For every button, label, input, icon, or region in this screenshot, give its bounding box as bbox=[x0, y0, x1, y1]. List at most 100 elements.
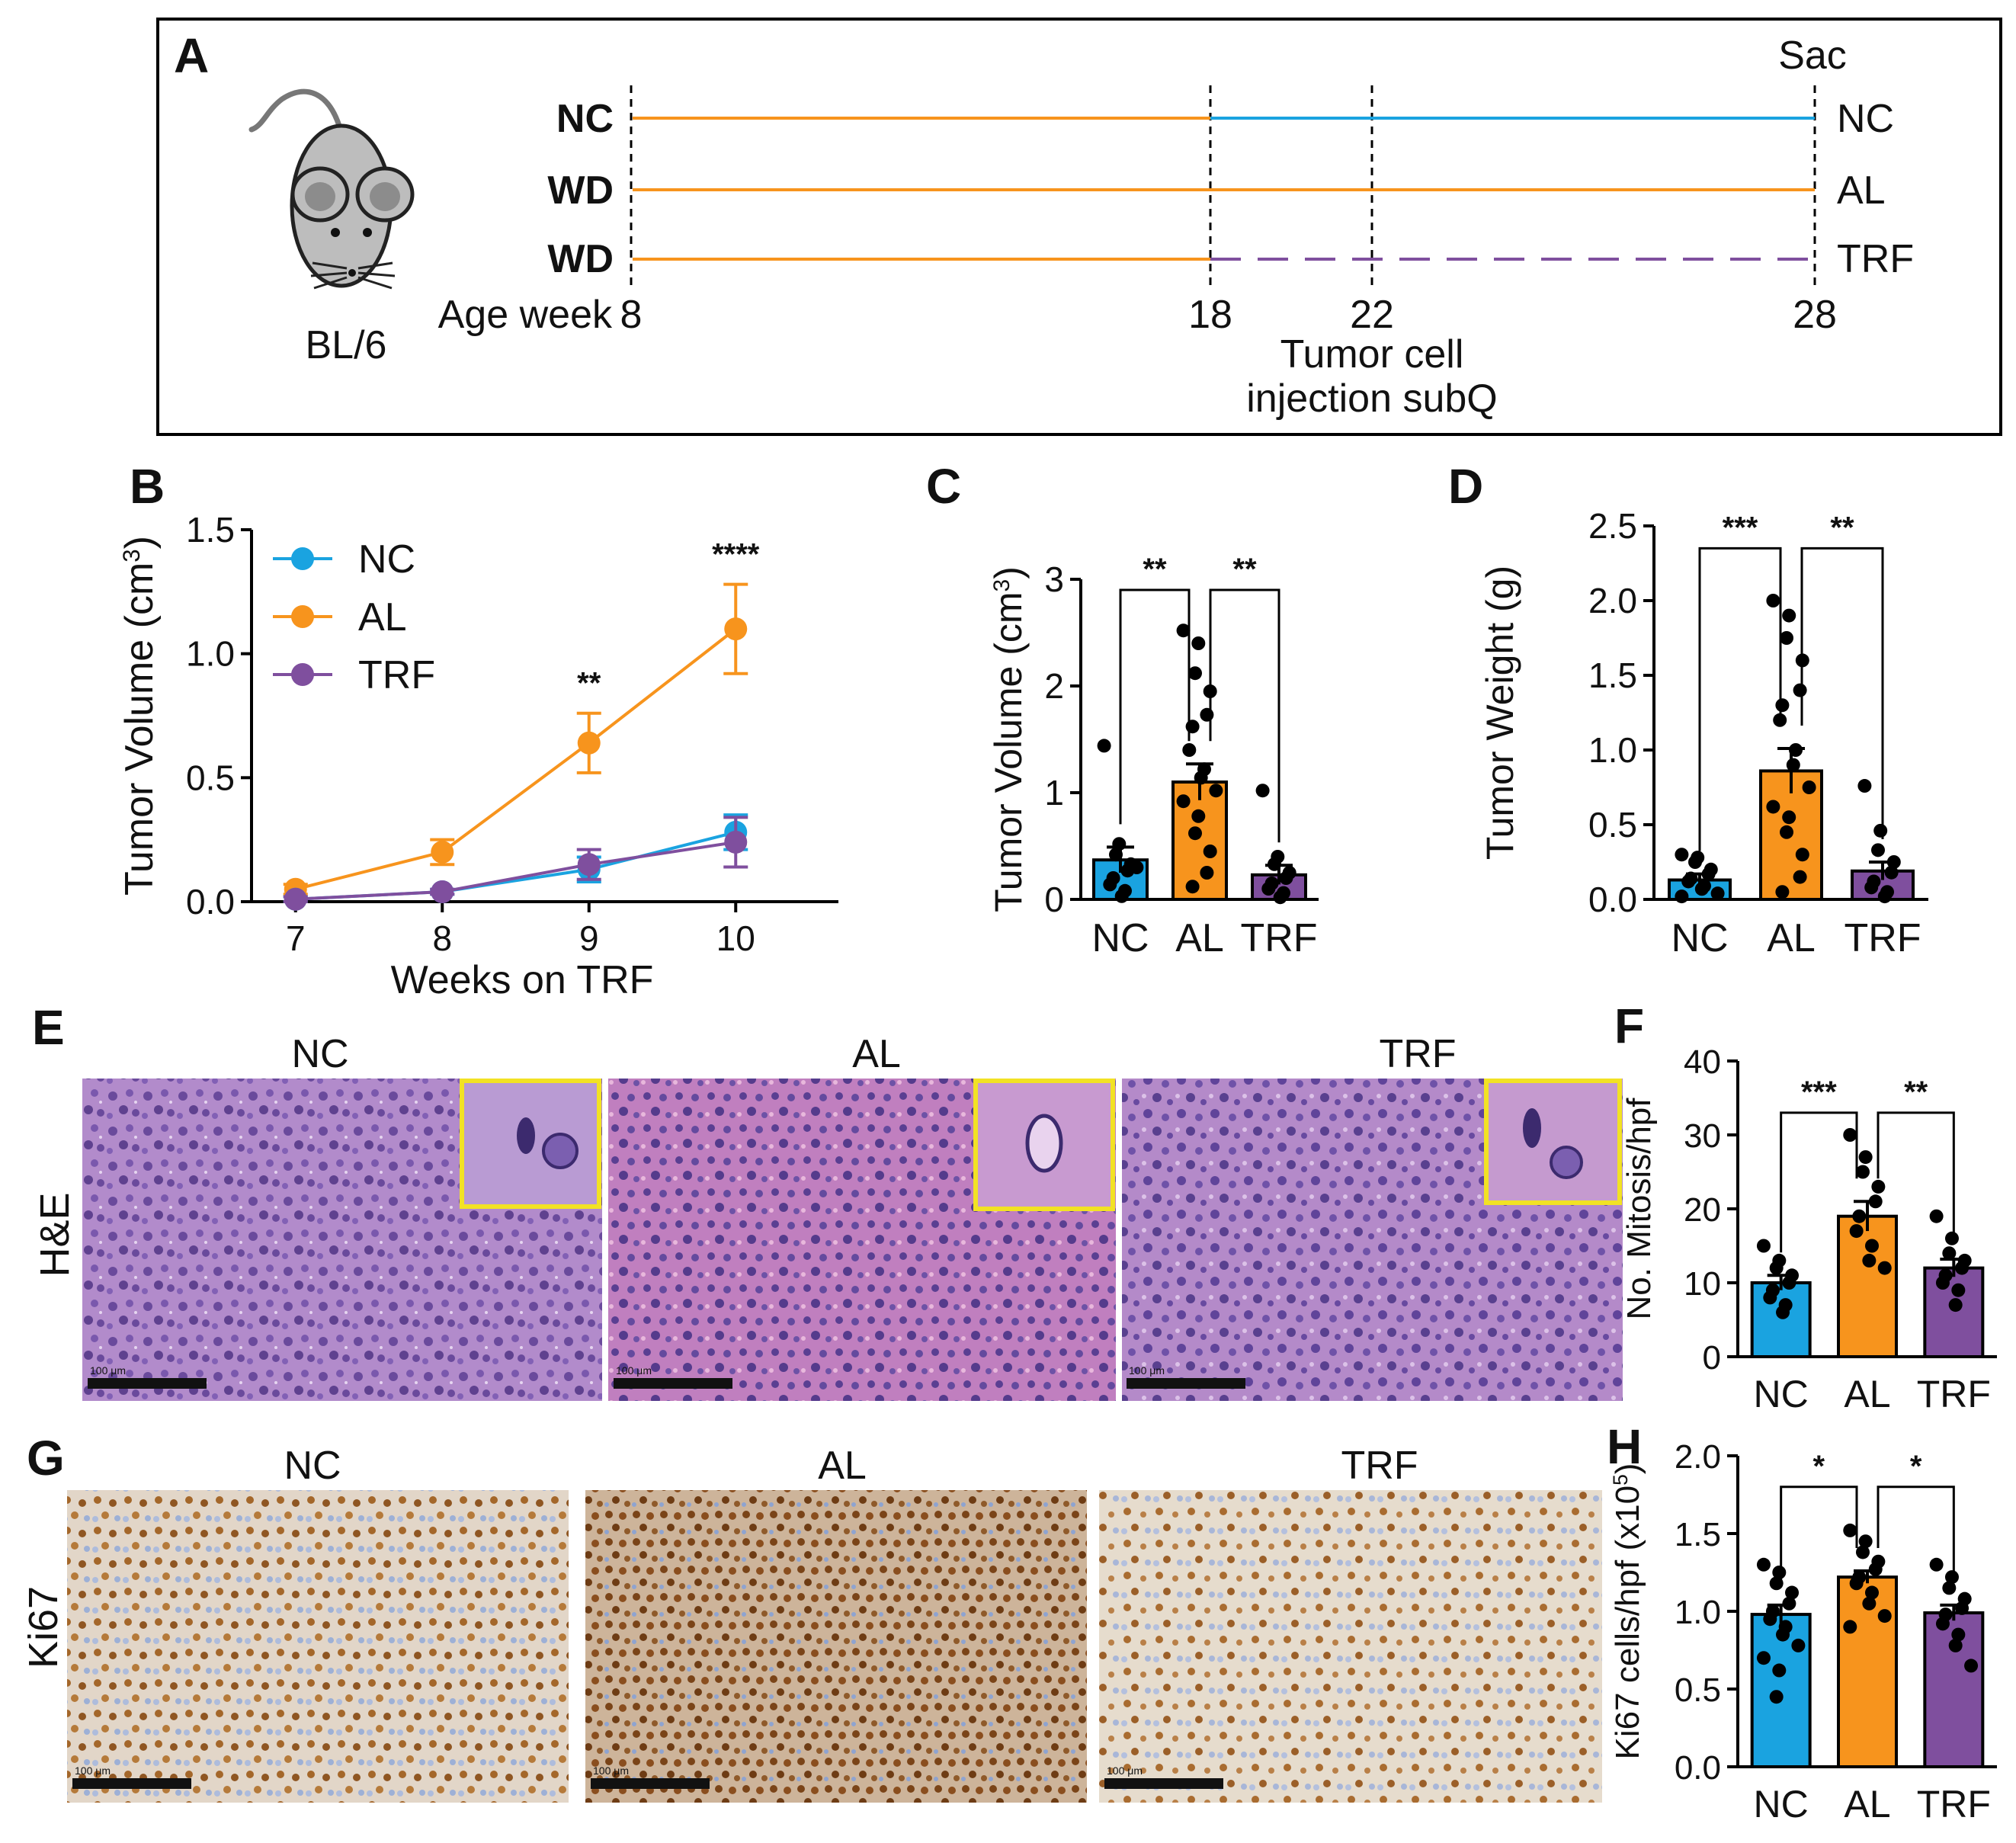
chart-d-point-nc bbox=[1675, 848, 1689, 862]
chart-b-x-tick-label: 8 bbox=[432, 918, 452, 958]
panel-b: B 0.0 0.5 1.0 1.5 7 8 9 10 Weeks on TRF Tumor Vol… bbox=[117, 459, 838, 1002]
chart-f-y-tick-label: 20 bbox=[1684, 1191, 1721, 1229]
chart-b-point-al bbox=[724, 617, 748, 641]
chart-c-significance-bracket bbox=[1119, 588, 1191, 825]
chart-d-significance-bracket bbox=[1698, 546, 1782, 851]
chart-d-y-tick-label: 1.0 bbox=[1588, 730, 1637, 770]
chart-d-point-trf bbox=[1857, 779, 1872, 793]
chart-h-point-nc bbox=[1756, 1557, 1771, 1572]
age-week-label: Age week bbox=[438, 293, 613, 337]
he-trf-scale-label: 100 μm bbox=[1129, 1364, 1165, 1377]
chart-b-point-al bbox=[431, 840, 454, 864]
injection-label-line2: injection subQ bbox=[1246, 377, 1498, 421]
panel-b-letter: B bbox=[130, 459, 165, 514]
chart-c-significance-bracket bbox=[1209, 588, 1280, 843]
chart-d-point-al bbox=[1782, 810, 1796, 825]
chart-h-point-trf bbox=[1935, 1617, 1950, 1631]
chart-d-point-al bbox=[1766, 800, 1780, 814]
chart-b-significance-label: ** bbox=[577, 667, 601, 700]
panel-e-letter: E bbox=[32, 1000, 65, 1055]
chart-c-point-al bbox=[1194, 771, 1208, 785]
ki67-nc-title: NC bbox=[284, 1444, 341, 1488]
chart-d-point-al bbox=[1789, 743, 1803, 757]
chart-h-point-al bbox=[1877, 1609, 1892, 1623]
chart-f-y-title: No. Mitosis/hpf bbox=[1620, 1098, 1658, 1320]
chart-b-y-tick-label: 1.5 bbox=[186, 510, 235, 550]
he-trf-scalebar bbox=[1127, 1378, 1245, 1389]
chart-h-point-al bbox=[1843, 1620, 1857, 1634]
ki67-al-scale-label: 100 μm bbox=[593, 1764, 629, 1777]
chart-h-significance-label: * bbox=[1813, 1450, 1825, 1483]
chart-h-point-al bbox=[1862, 1596, 1877, 1611]
chart-f-point-trf bbox=[1955, 1261, 1970, 1275]
week-28-label: 28 bbox=[1793, 293, 1837, 337]
chart-d-point-nc bbox=[1710, 886, 1725, 901]
chart-d-y-tick-label: 2.0 bbox=[1588, 581, 1637, 620]
chart-c-point-trf bbox=[1273, 890, 1287, 905]
chart-d-point-nc bbox=[1701, 867, 1716, 881]
chart-c-point-al bbox=[1185, 880, 1200, 894]
row-al-start-label: WD bbox=[547, 168, 614, 213]
chart-h-point-al bbox=[1843, 1523, 1857, 1537]
chart-h-point-nc bbox=[1785, 1585, 1800, 1600]
chart-c-y-tick-label: 1 bbox=[1044, 773, 1064, 813]
chart-b-point-al bbox=[577, 731, 601, 755]
chart-f-significance-label: ** bbox=[1904, 1075, 1928, 1109]
chart-h-point-nc bbox=[1769, 1690, 1784, 1704]
chart-f-point-trf bbox=[1948, 1298, 1963, 1313]
chart-f-bar-nc bbox=[1750, 1281, 1812, 1358]
chart-c-y-title: Tumor Volume (cm3) bbox=[987, 566, 1030, 912]
chart-d-plot: 0.0 0.5 1.0 1.5 2.0 2.5 Tumor Weight (g) NC AL TR… bbox=[1479, 506, 1928, 960]
chart-h-point-trf bbox=[1944, 1570, 1959, 1585]
chart-h-point-nc bbox=[1772, 1663, 1787, 1678]
chart-b-line-al bbox=[295, 627, 737, 891]
chart-c-significance-label: ** bbox=[1143, 553, 1167, 586]
chart-d-category-trf: TRF bbox=[1844, 916, 1921, 960]
chart-h-category-trf: TRF bbox=[1917, 1783, 1991, 1825]
chart-h-point-al bbox=[1858, 1534, 1873, 1549]
chart-b-legend-label-trf: TRF bbox=[358, 653, 435, 697]
chart-b-x-tick-label: 10 bbox=[716, 918, 755, 958]
chart-h-point-al bbox=[1868, 1562, 1883, 1576]
chart-c-plot: 0 1 2 3 Tumor Volume (cm3) NC AL TRF ** ** bbox=[987, 553, 1319, 960]
chart-d-category-al: AL bbox=[1767, 916, 1816, 960]
chart-d-significance-label: *** bbox=[1723, 511, 1758, 544]
chart-f-point-al bbox=[1871, 1179, 1886, 1194]
chart-f-significance-bracket bbox=[1877, 1111, 1955, 1236]
chart-d-significance-label: ** bbox=[1830, 511, 1854, 544]
row-trf-start-label: WD bbox=[547, 237, 614, 281]
panel-a-letter: A bbox=[174, 28, 209, 83]
chart-h-category-al: AL bbox=[1844, 1783, 1890, 1825]
row-nc-start-label: NC bbox=[556, 97, 614, 141]
he-al-scale-label: 100 μm bbox=[616, 1364, 652, 1377]
chart-b-x-tick-label: 9 bbox=[579, 918, 599, 958]
chart-d-point-nc bbox=[1681, 874, 1696, 889]
chart-b-legend-label-al: AL bbox=[358, 595, 407, 639]
chart-c-point-al bbox=[1191, 636, 1206, 650]
chart-d-point-trf bbox=[1884, 865, 1899, 880]
chart-h-significance-bracket bbox=[1877, 1486, 1955, 1582]
chart-f-y-tick-label: 10 bbox=[1684, 1265, 1721, 1303]
panel-e: E H&E NC 100 μm AL 100 μm TRF 100 μm bbox=[32, 1000, 1623, 1401]
chart-c-y-tick-label: 0 bbox=[1044, 880, 1064, 919]
chart-f-y-tick-label: 40 bbox=[1684, 1043, 1721, 1081]
ki67-trf-title: TRF bbox=[1341, 1444, 1418, 1488]
chart-f-point-nc bbox=[1776, 1305, 1790, 1319]
chart-c-point-al bbox=[1191, 809, 1206, 823]
ki67-nc-image bbox=[67, 1490, 569, 1803]
chart-f-point-al bbox=[1865, 1239, 1879, 1253]
chart-h-point-nc bbox=[1782, 1596, 1796, 1611]
panel-a-frame bbox=[156, 18, 2002, 436]
mouse-strain-label: BL/6 bbox=[306, 323, 387, 367]
chart-d-point-al bbox=[1775, 885, 1790, 899]
week-22-label: 22 bbox=[1350, 293, 1394, 337]
he-nc-scalebar bbox=[88, 1378, 207, 1389]
chart-f-point-al bbox=[1877, 1261, 1892, 1275]
chart-d-significance-bracket bbox=[1800, 546, 1884, 839]
chart-d-point-al bbox=[1802, 780, 1816, 794]
chart-b-legend-label-nc: NC bbox=[358, 537, 415, 582]
injection-label-line1: Tumor cell bbox=[1280, 332, 1464, 377]
chart-b-legend-marker-trf bbox=[291, 663, 314, 686]
